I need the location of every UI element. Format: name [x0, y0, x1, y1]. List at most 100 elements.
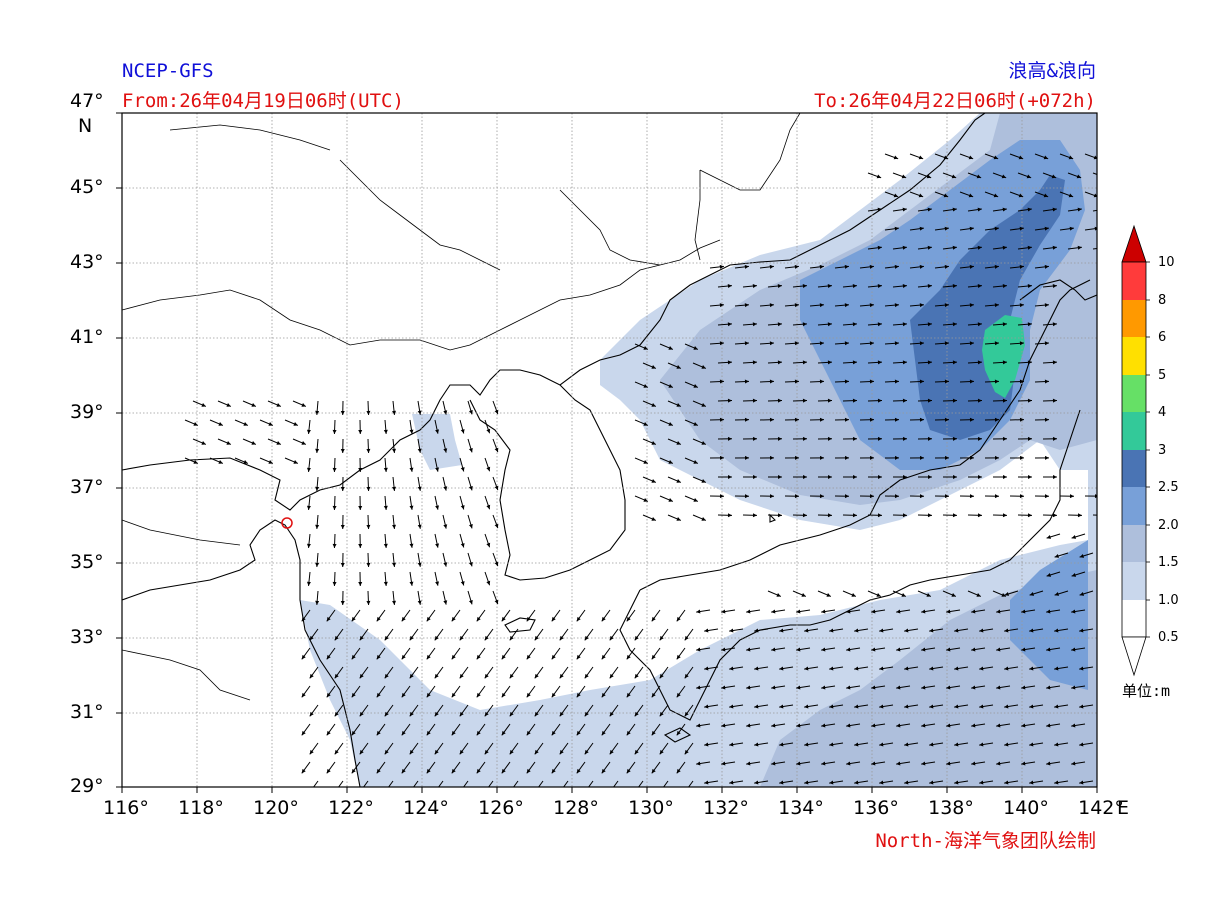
wave-arrow-head	[340, 562, 345, 567]
wave-arrow-head	[904, 742, 909, 747]
wave-arrow-head	[844, 455, 849, 460]
wave-arrow-shaft	[1092, 248, 1097, 250]
wave-arrow-head	[434, 635, 439, 641]
wave-arrow-head	[332, 467, 337, 472]
wave-arrow-head	[821, 609, 826, 614]
wave-arrow-head	[969, 341, 974, 346]
wave-arrow-head	[1046, 647, 1051, 652]
lon-label-122: 122°	[328, 797, 374, 819]
wave-arrow-head	[301, 692, 306, 698]
wave-arrow-head	[876, 593, 881, 597]
wave-arrow-head	[777, 475, 782, 480]
wave-arrow-head	[944, 303, 949, 308]
wave-arrow-head	[476, 616, 481, 622]
wave-arrow-head	[996, 609, 1001, 614]
wave-arrow-head	[451, 692, 456, 698]
wave-arrow-head	[754, 666, 759, 671]
wave-arrow-head	[535, 788, 539, 792]
wave-arrow-head	[626, 654, 631, 660]
wave-arrow-head	[969, 303, 974, 308]
wave-arrow-head	[560, 788, 564, 792]
wave-arrow-head	[746, 685, 751, 690]
wave-arrow-head	[1002, 322, 1007, 327]
wave-arrow-head	[459, 711, 464, 717]
wave-arrow-head	[1027, 398, 1032, 403]
wave-arrow-head	[359, 673, 364, 679]
wave-arrow-head	[609, 749, 614, 755]
wave-arrow-head	[794, 341, 799, 346]
wave-arrow-head	[919, 264, 924, 269]
wave-arrow-head	[879, 628, 884, 633]
wave-arrow-head	[901, 174, 907, 179]
wave-arrow-head	[952, 513, 957, 518]
wave-arrow-head	[1002, 436, 1007, 441]
wave-arrow-head	[676, 441, 681, 445]
wave-arrow-head	[1044, 341, 1049, 346]
wave-band-yellow-sea	[412, 414, 462, 470]
wave-arrow-head	[769, 417, 774, 422]
wave-arrow-head	[701, 403, 706, 407]
wave-arrow-head	[921, 647, 926, 652]
wave-arrow-head	[1002, 398, 1007, 403]
wave-arrow-head	[1071, 647, 1076, 652]
wave-arrow-head	[852, 475, 857, 480]
wave-arrow-head	[1027, 245, 1032, 250]
wave-arrow-head	[844, 417, 849, 422]
wave-arrow-head	[301, 616, 306, 622]
wave-arrow-head	[819, 417, 824, 422]
wave-arrow-head	[952, 436, 957, 441]
wave-arrow-head	[1046, 685, 1051, 690]
wave-arrow-head	[226, 441, 231, 445]
wave-arrow-head	[794, 379, 799, 384]
wave-arrow-head	[821, 685, 826, 690]
wave-arrow-head	[902, 513, 907, 518]
location-marker	[281, 517, 293, 529]
wave-arrow-head	[777, 398, 782, 403]
wave-arrow-head	[927, 436, 932, 441]
wave-arrow-head	[409, 749, 414, 755]
wave-arrow-head	[526, 654, 531, 660]
wave-arrow-head	[919, 379, 924, 384]
wave-arrow-head	[977, 360, 982, 365]
wave-arrow-head	[384, 711, 389, 717]
wave-arrow-head	[417, 600, 422, 605]
wave-arrow-head	[1002, 513, 1007, 518]
wave-arrow-head	[744, 379, 749, 384]
wave-arrow-head	[1054, 628, 1059, 633]
wave-arrow-head	[827, 322, 832, 327]
wave-arrow-head	[994, 494, 999, 499]
wave-arrow-head	[494, 561, 499, 567]
wave-arrow-head	[821, 723, 826, 728]
wave-arrow-head	[468, 448, 473, 453]
wave-arrow-head	[460, 467, 465, 472]
wave-arrow-head	[684, 749, 689, 755]
wave-arrow-head	[651, 654, 656, 660]
wave-arrow-head	[779, 704, 784, 709]
wave-arrow-head	[696, 723, 701, 728]
wave-arrow-head	[954, 628, 959, 633]
wave-arrow-head	[1021, 723, 1026, 728]
wave-arrow-head	[819, 494, 824, 499]
wave-arrow-head	[829, 628, 834, 633]
wave-arrow-head	[659, 673, 664, 679]
wave-direction-arrows	[184, 153, 1097, 792]
wave-arrow-head	[994, 341, 999, 346]
wave-arrow-head	[804, 628, 809, 633]
wave-arrow-head	[802, 322, 807, 327]
wave-arrow-head	[534, 711, 539, 717]
wave-arrow-head	[944, 455, 949, 460]
wave-arrow-head	[609, 711, 614, 717]
wave-arrow-head	[410, 788, 414, 792]
wave-arrow-head	[634, 673, 639, 679]
wave-arrow-head	[827, 360, 832, 365]
wave-arrow-head	[576, 654, 581, 660]
wave-arrow-head	[340, 486, 345, 491]
wave-arrow-head	[359, 711, 364, 717]
wave-arrow-head	[1052, 322, 1057, 327]
wave-arrow-head	[952, 475, 957, 480]
wave-arrow-head	[902, 207, 907, 212]
wave-arrow-head	[844, 341, 849, 346]
wave-arrow-head	[601, 616, 606, 622]
wave-arrow-head	[309, 673, 314, 679]
wave-arrow-head	[676, 692, 681, 698]
